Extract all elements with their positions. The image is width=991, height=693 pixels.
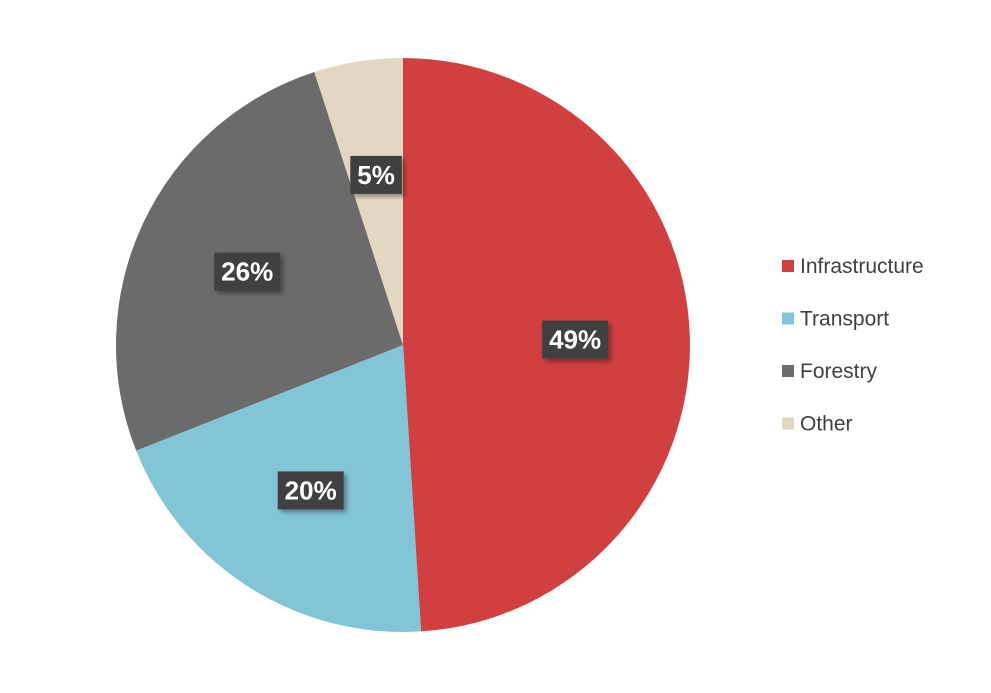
data-label-box [214, 252, 281, 291]
pie-slice-other [314, 58, 403, 345]
legend-item-infrastructure: Infrastructure [782, 255, 924, 278]
data-label-forestry: 26% [214, 252, 281, 291]
legend-swatch [782, 260, 794, 272]
data-label-box [542, 320, 609, 359]
legend-label: Infrastructure [800, 255, 924, 278]
data-label-infrastructure: 49% [542, 320, 609, 359]
pie-data-labels: 49% 20% 26% 5% [214, 155, 609, 510]
data-label-box [277, 471, 344, 510]
data-label-box [350, 155, 402, 194]
data-label-text: 49% [549, 325, 601, 355]
legend-label: Forestry [800, 360, 878, 383]
legend-label: Transport [800, 308, 889, 331]
legend: Infrastructure Transport Forestry Other [782, 255, 924, 436]
data-label-other: 5% [350, 155, 402, 194]
data-label-text: 20% [285, 475, 337, 505]
pie-slices [115, 58, 690, 632]
legend-swatch [782, 365, 794, 377]
legend-label: Other [800, 413, 853, 436]
legend-swatch [782, 312, 794, 325]
legend-item-forestry: Forestry [782, 360, 878, 383]
legend-item-transport: Transport [782, 308, 889, 331]
legend-item-other: Other [782, 413, 853, 436]
data-label-transport: 20% [277, 471, 344, 510]
data-label-text: 26% [221, 257, 273, 287]
data-label-text: 5% [357, 160, 395, 190]
legend-swatch [782, 417, 794, 430]
